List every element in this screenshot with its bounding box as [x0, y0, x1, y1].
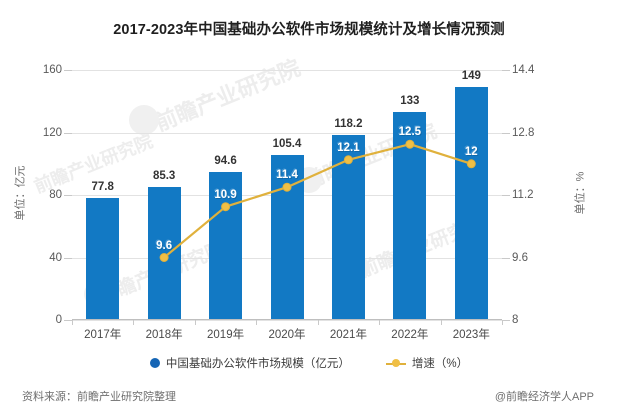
line-point-marker: [282, 182, 292, 192]
bar-value-label: 77.8: [91, 181, 114, 194]
y-axis-tick-label: 160: [42, 64, 62, 76]
bar-value-label: 105.4: [272, 138, 302, 151]
x-axis-tick-mark: [133, 320, 135, 325]
line-value-label: 12.5: [398, 126, 422, 139]
line-point-marker: [343, 155, 353, 165]
brand-note: @前瞻经济学人APP: [494, 391, 594, 403]
x-axis-line: [72, 319, 502, 320]
y2-axis-tick-label: 11.2: [512, 189, 534, 201]
legend-label: 增速（%）: [411, 358, 469, 370]
y2-axis-tick-mark: [502, 70, 510, 71]
legend-item[interactable]: 增速（%）: [385, 355, 469, 371]
legend-item[interactable]: 中国基础办公软件市场规模（亿元）: [149, 355, 350, 371]
bar: [454, 87, 488, 320]
y2-axis-tick-mark: [502, 195, 510, 196]
y2-axis-tick-mark: [502, 257, 510, 259]
bar-value-label: 118.2: [334, 118, 363, 131]
x-axis-tick-label: 2021年: [329, 329, 367, 341]
y-axis-tick-mark: [64, 257, 72, 259]
y-axis-tick-label: 80: [49, 189, 62, 201]
x-axis-tick-mark: [502, 320, 503, 325]
bar-value-label: 94.6: [214, 155, 237, 168]
chart-legend: 中国基础办公软件市场规模（亿元） 增速（%）: [0, 355, 618, 371]
y-axis-tick-label: 40: [49, 251, 62, 264]
y2-axis-tick-mark: [502, 132, 510, 134]
y2-axis-tick-mark: [502, 320, 510, 321]
x-axis-tick-label: 2017年: [84, 329, 122, 341]
line-point-marker: [221, 202, 231, 212]
growth-line-series: [159, 139, 476, 262]
line-value-label: 9.6: [156, 239, 173, 252]
line-value-label: 12: [464, 145, 478, 158]
blue-circle-marker-icon: [149, 358, 160, 368]
line-point-marker: [159, 253, 169, 262]
bar: [86, 198, 120, 320]
right-axis-unit-label: 单位：%: [574, 171, 587, 215]
line-point-marker: [405, 139, 415, 149]
x-axis-tick-label: 2022年: [391, 329, 429, 341]
y-axis-tick-label: 120: [42, 126, 62, 139]
line-value-label: 10.9: [214, 188, 237, 201]
line-point-marker: [466, 159, 476, 169]
source-note: 资料来源：前瞻产业研究院整理: [22, 391, 176, 403]
x-axis-tick-label: 2023年: [452, 329, 490, 341]
legend-label: 中国基础办公软件市场规模（亿元）: [165, 358, 350, 370]
yellow-line-marker-icon: [385, 358, 406, 368]
bar: [209, 172, 243, 320]
y-axis-tick-label: 0: [55, 314, 62, 326]
line-value-label: 12.1: [337, 141, 360, 154]
x-axis-tick-label: 2018年: [145, 329, 183, 341]
plot-area: 77.8 85.3 94.6 105.4 118.2 133 149 9.6 10.9 11.4…: [72, 70, 502, 321]
y-axis-tick-mark: [64, 320, 72, 321]
x-axis-tick-label: 2020年: [268, 329, 306, 341]
bar: [331, 135, 365, 320]
x-axis-tick-mark: [317, 320, 319, 325]
x-axis-tick-mark: [72, 320, 73, 325]
y2-axis-tick-label: 9.6: [512, 251, 528, 264]
y2-axis-tick-label: 8: [512, 314, 519, 326]
gridline: [72, 70, 502, 71]
y-axis-tick-mark: [64, 195, 72, 196]
gridline: [72, 132, 502, 134]
x-axis-tick-mark: [440, 320, 442, 325]
y-axis-tick-mark: [64, 70, 72, 71]
bar-value-label: 133: [400, 95, 420, 108]
x-axis-tick-mark: [379, 320, 381, 325]
line-value-label: 11.4: [276, 169, 298, 182]
x-axis-tick-mark: [194, 320, 196, 325]
bar-value-label: 149: [461, 70, 481, 83]
y2-axis-tick-label: 14.4: [512, 64, 535, 76]
y-axis-tick-mark: [64, 132, 72, 134]
x-axis-tick-label: 2019年: [207, 329, 245, 341]
x-axis-tick-mark: [256, 320, 258, 325]
chart-title: 2017-2023年中国基础办公软件市场规模统计及增长情况预测: [113, 22, 505, 38]
bar-value-label: 85.3: [152, 169, 176, 182]
y2-axis-tick-label: 12.8: [512, 126, 535, 139]
gridline: [72, 320, 502, 321]
